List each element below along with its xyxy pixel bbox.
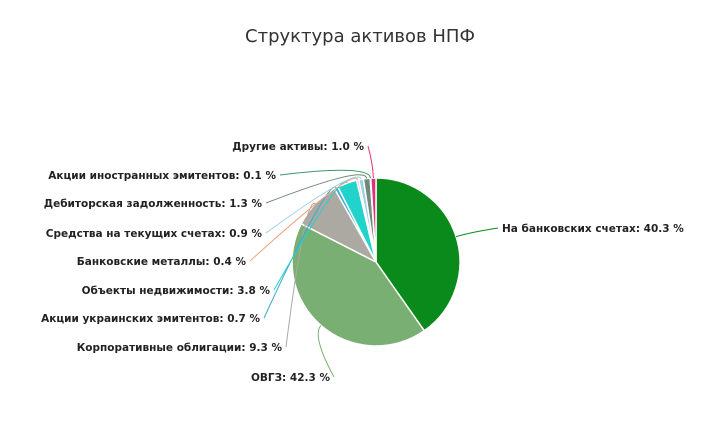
leader-line [279,169,371,179]
slice-label: Средства на текущих счетах: 0.9 % [46,228,263,240]
pie-slice[interactable] [291,222,426,347]
pie-slice[interactable] [375,177,461,332]
leader-line [265,174,368,204]
leader-line [265,176,362,234]
slice-label: ОВГЗ: 42.3 % [251,372,330,384]
slice-label: Дебиторская задолженность: 1.3 % [44,198,263,210]
leader-line [367,145,374,179]
pie-leader-lines [249,145,499,378]
leader-line [317,325,335,378]
pie-labels: На банковских счетах: 40.3 % ОВГЗ: 42.3 %… [41,141,684,384]
chart-title: Структура активов НПФ [245,26,475,47]
slice-label: Акции украинских эмитентов: 0.7 % [41,313,260,325]
slice-label: Акции иностранных эмитентов: 0.1 % [48,170,276,182]
slice-label: На банковских счетах: 40.3 % [502,223,684,235]
slice-label: Корпоративные облигации: 9.3 % [77,342,283,354]
slice-label: Банковские металлы: 0.4 % [77,256,247,268]
leader-line [249,177,359,262]
slice-label: Другие активы: 1.0 % [232,141,364,153]
slice-label: Объекты недвижимости: 3.8 % [82,285,271,297]
pie-slices [291,177,461,347]
leader-line [455,227,499,238]
leader-line [285,202,316,348]
